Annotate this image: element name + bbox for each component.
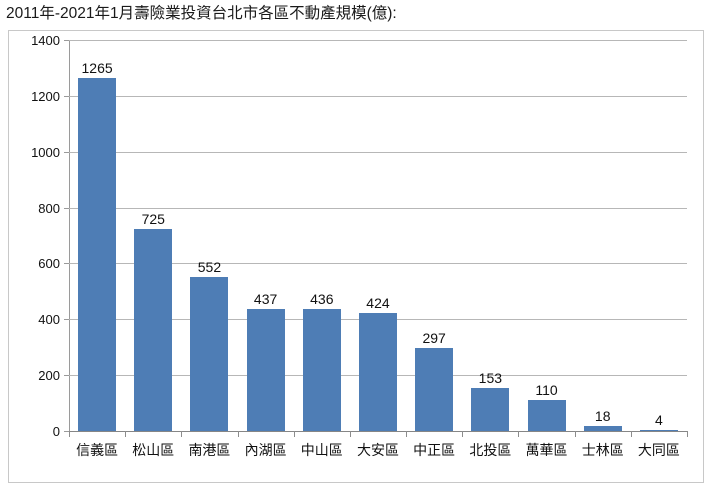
y-axis-line bbox=[69, 40, 70, 432]
bar-value-label: 18 bbox=[594, 407, 611, 424]
category-axis-label: 北投區 bbox=[469, 442, 512, 458]
category-axis-label: 大安區 bbox=[356, 442, 399, 458]
gridline bbox=[69, 40, 687, 41]
bar[interactable] bbox=[471, 388, 510, 431]
y-axis-tick bbox=[64, 207, 69, 209]
category-axis-tick bbox=[574, 431, 576, 437]
category-axis-tick bbox=[349, 431, 351, 437]
page-title: 2011年-2021年1月壽險業投資台北市各區不動產規模(億): bbox=[6, 5, 397, 22]
category-axis-label: 信義區 bbox=[76, 442, 119, 458]
bar[interactable] bbox=[134, 228, 173, 431]
bar-value-label: 552 bbox=[197, 258, 222, 275]
bar[interactable] bbox=[639, 429, 678, 431]
bar-value-label: 436 bbox=[310, 291, 334, 308]
bar-value-label: 424 bbox=[366, 294, 390, 311]
chart-frame: 0 200 400 600 800 1000 1200 1400 1265 725 552 437 4… bbox=[8, 30, 704, 483]
bar-slot: 297 bbox=[406, 40, 462, 431]
bar-slot: 437 bbox=[238, 40, 294, 431]
y-axis-tick bbox=[64, 151, 69, 153]
y-axis-tick-label: 1400 bbox=[31, 33, 60, 48]
bar-slot: 436 bbox=[294, 40, 350, 431]
bar[interactable] bbox=[78, 77, 117, 431]
category-axis-tick bbox=[181, 431, 183, 437]
bar-slot: 153 bbox=[462, 40, 518, 431]
plot-area: 1265 725 552 437 436 424 297 153 110 18 4 bbox=[69, 40, 687, 432]
category-axis-tick bbox=[406, 431, 408, 437]
category-axis-line bbox=[69, 431, 687, 432]
bar-slot: 110 bbox=[518, 40, 574, 431]
category-axis-label: 萬華區 bbox=[525, 442, 568, 458]
y-axis-tick bbox=[64, 319, 69, 321]
bar[interactable] bbox=[190, 276, 229, 431]
gridline bbox=[69, 151, 687, 153]
bar-slot: 424 bbox=[350, 40, 406, 431]
bar-slot: 18 bbox=[575, 40, 631, 431]
bar-value-label: 437 bbox=[253, 290, 278, 307]
category-axis-label: 中山區 bbox=[300, 442, 343, 458]
category-axis-tick bbox=[293, 431, 295, 437]
bar-value-label: 110 bbox=[535, 382, 558, 399]
category-axis-tick bbox=[125, 431, 127, 437]
bar[interactable] bbox=[358, 312, 397, 431]
bar[interactable] bbox=[415, 348, 454, 431]
gridline bbox=[69, 263, 687, 265]
y-axis-tick-label: 800 bbox=[38, 200, 60, 216]
y-axis-tick-label: 0 bbox=[52, 424, 60, 439]
bar[interactable] bbox=[302, 309, 341, 431]
category-axis-tick bbox=[518, 431, 520, 437]
category-axis-label: 南港區 bbox=[188, 442, 231, 458]
bar[interactable] bbox=[527, 400, 566, 431]
bar-slot: 725 bbox=[125, 40, 181, 431]
bar-slot: 552 bbox=[181, 40, 237, 431]
y-axis-tick-labels: 0 200 400 600 800 1000 1200 1400 bbox=[9, 31, 60, 482]
category-axis-label: 中正區 bbox=[413, 442, 456, 458]
category-axis-tick bbox=[687, 431, 688, 437]
bar-value-label: 297 bbox=[422, 330, 446, 347]
bar-value-label: 725 bbox=[141, 210, 165, 227]
bar-value-label: 153 bbox=[478, 370, 503, 387]
y-axis-tick bbox=[64, 95, 69, 97]
bar[interactable] bbox=[246, 308, 285, 431]
bar-slot: 1265 bbox=[69, 40, 125, 431]
y-axis-tick bbox=[64, 431, 69, 432]
y-axis-tick bbox=[64, 263, 69, 265]
bar-value-label: 4 bbox=[654, 411, 663, 428]
category-axis-label: 松山區 bbox=[132, 442, 175, 458]
category-axis-tick bbox=[630, 431, 632, 437]
gridline bbox=[69, 207, 687, 209]
y-axis-tick-label: 400 bbox=[38, 312, 60, 328]
category-axis-label: 內湖區 bbox=[244, 442, 287, 458]
y-axis-tick bbox=[64, 40, 69, 41]
category-axis-label: 士林區 bbox=[581, 442, 624, 458]
bar[interactable] bbox=[583, 425, 622, 431]
category-axis-tick bbox=[69, 431, 70, 437]
category-axis-tick bbox=[237, 431, 239, 437]
y-axis-tick bbox=[64, 375, 69, 377]
gridline bbox=[69, 95, 687, 97]
category-axis-label: 大同區 bbox=[637, 442, 680, 458]
bar-slot: 4 bbox=[631, 40, 687, 431]
bar-value-label: 1265 bbox=[81, 59, 113, 76]
y-axis-tick-label: 1200 bbox=[31, 88, 60, 104]
category-axis-tick bbox=[462, 431, 464, 437]
y-axis-tick-label: 200 bbox=[38, 368, 60, 384]
y-axis-tick-label: 1000 bbox=[31, 144, 60, 160]
y-axis-tick-label: 600 bbox=[38, 256, 60, 272]
